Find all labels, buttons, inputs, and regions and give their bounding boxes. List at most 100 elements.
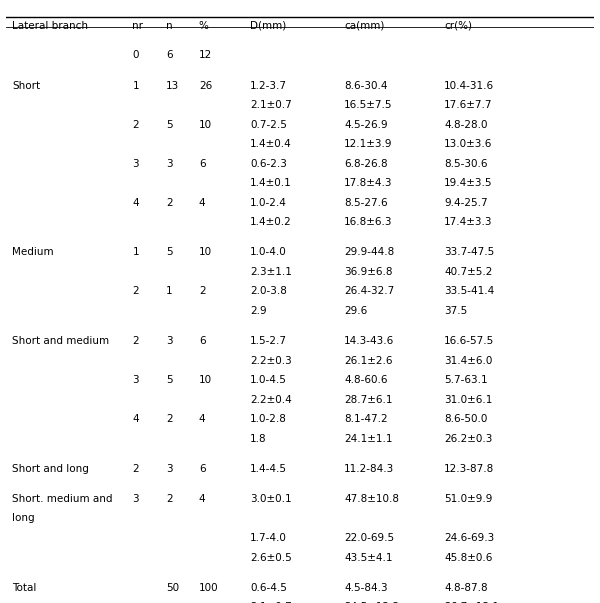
- Text: 24.1±1.1: 24.1±1.1: [344, 434, 392, 444]
- Text: 2: 2: [166, 414, 173, 424]
- Text: ca(mm): ca(mm): [344, 21, 385, 31]
- Text: 8.5-27.6: 8.5-27.6: [344, 198, 388, 207]
- Text: 1.4±0.1: 1.4±0.1: [250, 178, 292, 188]
- Text: 31.4±6.0: 31.4±6.0: [444, 356, 493, 365]
- Text: 26: 26: [199, 81, 212, 90]
- Text: Total: Total: [12, 582, 36, 593]
- Text: 40.7±5.2: 40.7±5.2: [444, 267, 493, 277]
- Text: Medium: Medium: [12, 247, 53, 257]
- Text: 3: 3: [166, 159, 173, 169]
- Text: 29.9-44.8: 29.9-44.8: [344, 247, 394, 257]
- Text: long: long: [12, 514, 35, 523]
- Text: 0: 0: [133, 50, 139, 60]
- Text: 17.6±7.7: 17.6±7.7: [444, 100, 493, 110]
- Text: 6: 6: [199, 464, 205, 474]
- Text: 4: 4: [199, 198, 205, 207]
- Text: 12: 12: [199, 50, 212, 60]
- Text: 8.6-50.0: 8.6-50.0: [444, 414, 487, 424]
- Text: 13: 13: [166, 81, 179, 90]
- Text: 10: 10: [199, 119, 212, 130]
- Text: 4.5-26.9: 4.5-26.9: [344, 119, 388, 130]
- Text: 4: 4: [133, 414, 139, 424]
- Text: 2.2±0.3: 2.2±0.3: [250, 356, 292, 365]
- Text: 45.8±0.6: 45.8±0.6: [444, 552, 493, 563]
- Text: 1.0-4.0: 1.0-4.0: [250, 247, 287, 257]
- Text: 28.7±6.1: 28.7±6.1: [344, 394, 392, 405]
- Text: 13.0±3.6: 13.0±3.6: [444, 139, 493, 149]
- Text: 37.5: 37.5: [444, 306, 467, 316]
- Text: D(mm): D(mm): [250, 21, 286, 31]
- Text: Short: Short: [12, 81, 40, 90]
- Text: 2: 2: [133, 286, 139, 296]
- Text: %: %: [199, 21, 209, 31]
- Text: nr: nr: [133, 21, 143, 31]
- Text: 26.2±0.3: 26.2±0.3: [444, 434, 493, 444]
- Text: 3.0±0.1: 3.0±0.1: [250, 494, 292, 504]
- Text: 5.7-63.1: 5.7-63.1: [444, 375, 488, 385]
- Text: 1: 1: [133, 81, 139, 90]
- Text: 26.1±2.6: 26.1±2.6: [344, 356, 392, 365]
- Text: 4.8-28.0: 4.8-28.0: [444, 119, 488, 130]
- Text: 4: 4: [199, 414, 205, 424]
- Text: 1.0-2.8: 1.0-2.8: [250, 414, 287, 424]
- Text: 8.5-30.6: 8.5-30.6: [444, 159, 488, 169]
- Text: 3: 3: [166, 336, 173, 346]
- Text: Lateral branch: Lateral branch: [12, 21, 88, 31]
- Text: 1.7-4.0: 1.7-4.0: [250, 533, 287, 543]
- Text: 1.5-2.7: 1.5-2.7: [250, 336, 287, 346]
- Text: 0.6-4.5: 0.6-4.5: [250, 582, 287, 593]
- Text: 33.5-41.4: 33.5-41.4: [444, 286, 494, 296]
- Text: 2.1±0.7: 2.1±0.7: [250, 100, 292, 110]
- Text: 10: 10: [199, 247, 212, 257]
- Text: 47.8±10.8: 47.8±10.8: [344, 494, 399, 504]
- Text: 19.4±3.5: 19.4±3.5: [444, 178, 493, 188]
- Text: 10.4-31.6: 10.4-31.6: [444, 81, 494, 90]
- Text: Short and medium: Short and medium: [12, 336, 109, 346]
- Text: 0.7-2.5: 0.7-2.5: [250, 119, 287, 130]
- Text: 2.3±1.1: 2.3±1.1: [250, 267, 292, 277]
- Text: 24.5±12.3: 24.5±12.3: [344, 602, 399, 603]
- Text: 2.9: 2.9: [250, 306, 266, 316]
- Text: 1.4±0.4: 1.4±0.4: [250, 139, 292, 149]
- Text: 5: 5: [166, 247, 173, 257]
- Text: Short and long: Short and long: [12, 464, 89, 474]
- Text: 29.6: 29.6: [344, 306, 367, 316]
- Text: 16.8±6.3: 16.8±6.3: [344, 217, 392, 227]
- Text: 5: 5: [166, 119, 173, 130]
- Text: 5: 5: [166, 375, 173, 385]
- Text: 1.2-3.7: 1.2-3.7: [250, 81, 287, 90]
- Text: 2: 2: [133, 464, 139, 474]
- Text: n: n: [166, 21, 173, 31]
- Text: 3: 3: [133, 375, 139, 385]
- Text: 14.3-43.6: 14.3-43.6: [344, 336, 394, 346]
- Text: 12.3-87.8: 12.3-87.8: [444, 464, 494, 474]
- Text: 12.1±3.9: 12.1±3.9: [344, 139, 392, 149]
- Text: 36.9±6.8: 36.9±6.8: [344, 267, 392, 277]
- Text: 2.1±0.7: 2.1±0.7: [250, 602, 292, 603]
- Text: 2: 2: [166, 494, 173, 504]
- Text: 4: 4: [199, 494, 205, 504]
- Text: 17.8±4.3: 17.8±4.3: [344, 178, 392, 188]
- Text: 50: 50: [166, 582, 179, 593]
- Text: 2: 2: [133, 119, 139, 130]
- Text: 16.6-57.5: 16.6-57.5: [444, 336, 494, 346]
- Text: 100: 100: [199, 582, 218, 593]
- Text: 6: 6: [199, 159, 205, 169]
- Text: 0.6-2.3: 0.6-2.3: [250, 159, 287, 169]
- Text: 1.0-4.5: 1.0-4.5: [250, 375, 287, 385]
- Text: 4: 4: [133, 198, 139, 207]
- Text: 3: 3: [166, 464, 173, 474]
- Text: 43.5±4.1: 43.5±4.1: [344, 552, 392, 563]
- Text: 1.4±0.2: 1.4±0.2: [250, 217, 292, 227]
- Text: 4.5-84.3: 4.5-84.3: [344, 582, 388, 593]
- Text: 2: 2: [133, 336, 139, 346]
- Text: 10: 10: [199, 375, 212, 385]
- Text: 2.0-3.8: 2.0-3.8: [250, 286, 287, 296]
- Text: 9.4-25.7: 9.4-25.7: [444, 198, 488, 207]
- Text: Short. medium and: Short. medium and: [12, 494, 112, 504]
- Text: 3: 3: [133, 494, 139, 504]
- Text: 1: 1: [166, 286, 173, 296]
- Text: 26.7±13.1: 26.7±13.1: [444, 602, 499, 603]
- Text: 1.0-2.4: 1.0-2.4: [250, 198, 287, 207]
- Text: 1.4-4.5: 1.4-4.5: [250, 464, 287, 474]
